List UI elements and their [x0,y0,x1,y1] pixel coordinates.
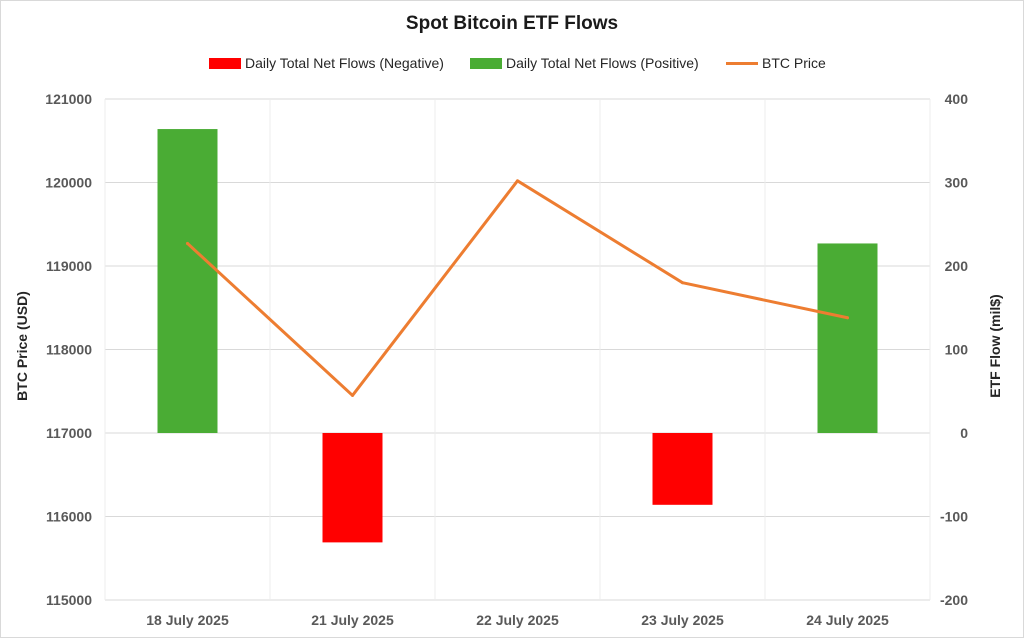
y2-tick-label: 400 [945,91,969,107]
y-tick-label: 116000 [46,509,92,525]
y2-tick-label: 200 [945,258,969,274]
tick-labels: 115000 116000 117000 118000 119000 120000 1210… [45,91,968,628]
legend-label-positive: Daily Total Net Flows (Positive) [506,55,699,71]
btc-price-point [846,316,849,320]
legend-label-negative: Daily Total Net Flows (Negative) [245,55,444,71]
y-tick-label: 119000 [46,258,92,274]
y2-tick-label: 0 [960,425,968,441]
x-tick-label: 21 July 2025 [311,612,394,628]
legend-swatch-positive [470,57,502,69]
legend-item-negative: Daily Total Net Flows (Negative) [209,55,444,71]
legend-swatch-btc-price [726,61,758,65]
chart-legend: Daily Total Net Flows (Negative) Daily T… [0,55,1024,75]
legend-swatch-negative [209,57,241,69]
bar-positive [157,129,218,433]
legend-item-positive: Daily Total Net Flows (Positive) [470,55,699,71]
price-line [186,179,849,397]
bar-negative [652,433,713,505]
bar-negative [322,433,383,543]
bars [157,129,878,543]
gridlines [104,98,931,601]
x-tick-label: 22 July 2025 [476,612,559,628]
btc-price-line [186,179,849,397]
y-tick-label: 118000 [46,342,92,358]
btc-price-point [351,393,354,397]
legend-label-btc-price: BTC Price [762,55,826,71]
bar-positive [817,243,878,433]
y2-tick-label: 100 [945,342,969,358]
y-tick-label: 117000 [46,425,92,441]
btc-price-point [681,281,684,285]
btc-price-point [186,241,189,245]
btc-price-point [516,179,519,183]
y-tick-label: 115000 [46,592,92,608]
y-tick-label: 120000 [45,175,92,191]
y2-tick-label: 300 [945,175,969,191]
y-tick-label: 121000 [45,91,92,107]
x-tick-label: 18 July 2025 [146,612,229,628]
x-tick-label: 24 July 2025 [806,612,889,628]
y2-tick-label: -200 [940,592,968,608]
chart-title: Spot Bitcoin ETF Flows [405,13,619,34]
legend-item-btc-price: BTC Price [726,55,826,71]
y2-tick-label: -100 [940,509,968,525]
x-tick-label: 23 July 2025 [641,612,724,628]
